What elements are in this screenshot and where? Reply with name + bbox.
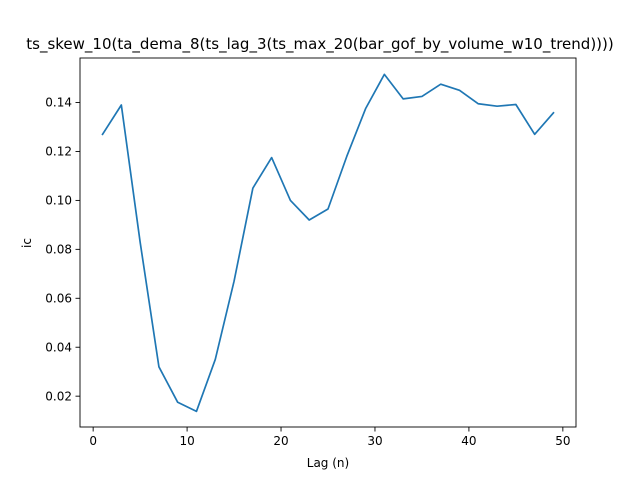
y-tick-label: 0.08	[45, 243, 72, 257]
y-tick-label: 0.06	[45, 291, 72, 305]
x-tick-label: 50	[555, 434, 570, 448]
y-tick-label: 0.02	[45, 389, 72, 403]
x-tick-label: 0	[89, 434, 97, 448]
x-tick-label: 10	[179, 434, 194, 448]
x-tick-label: 20	[273, 434, 288, 448]
x-tick-label: 40	[461, 434, 476, 448]
y-tick-label: 0.10	[45, 194, 72, 208]
series-line	[101, 73, 555, 413]
x-tick-label: 30	[367, 434, 382, 448]
y-tick-label: 0.14	[45, 96, 72, 110]
plot-frame	[79, 57, 577, 428]
x-axis-label: Lag (n)	[307, 456, 349, 470]
y-tick-label: 0.04	[45, 340, 72, 354]
chart-title: ts_skew_10(ta_dema_8(ts_lag_3(ts_max_20(…	[26, 35, 613, 54]
y-axis-label: ic	[20, 238, 34, 248]
axis-ticks: 0 10 20 30 40 50 0.02 0.04 0.06 0.08 0.10 0.12 0.14	[45, 96, 570, 448]
y-tick-label: 0.12	[45, 145, 72, 159]
